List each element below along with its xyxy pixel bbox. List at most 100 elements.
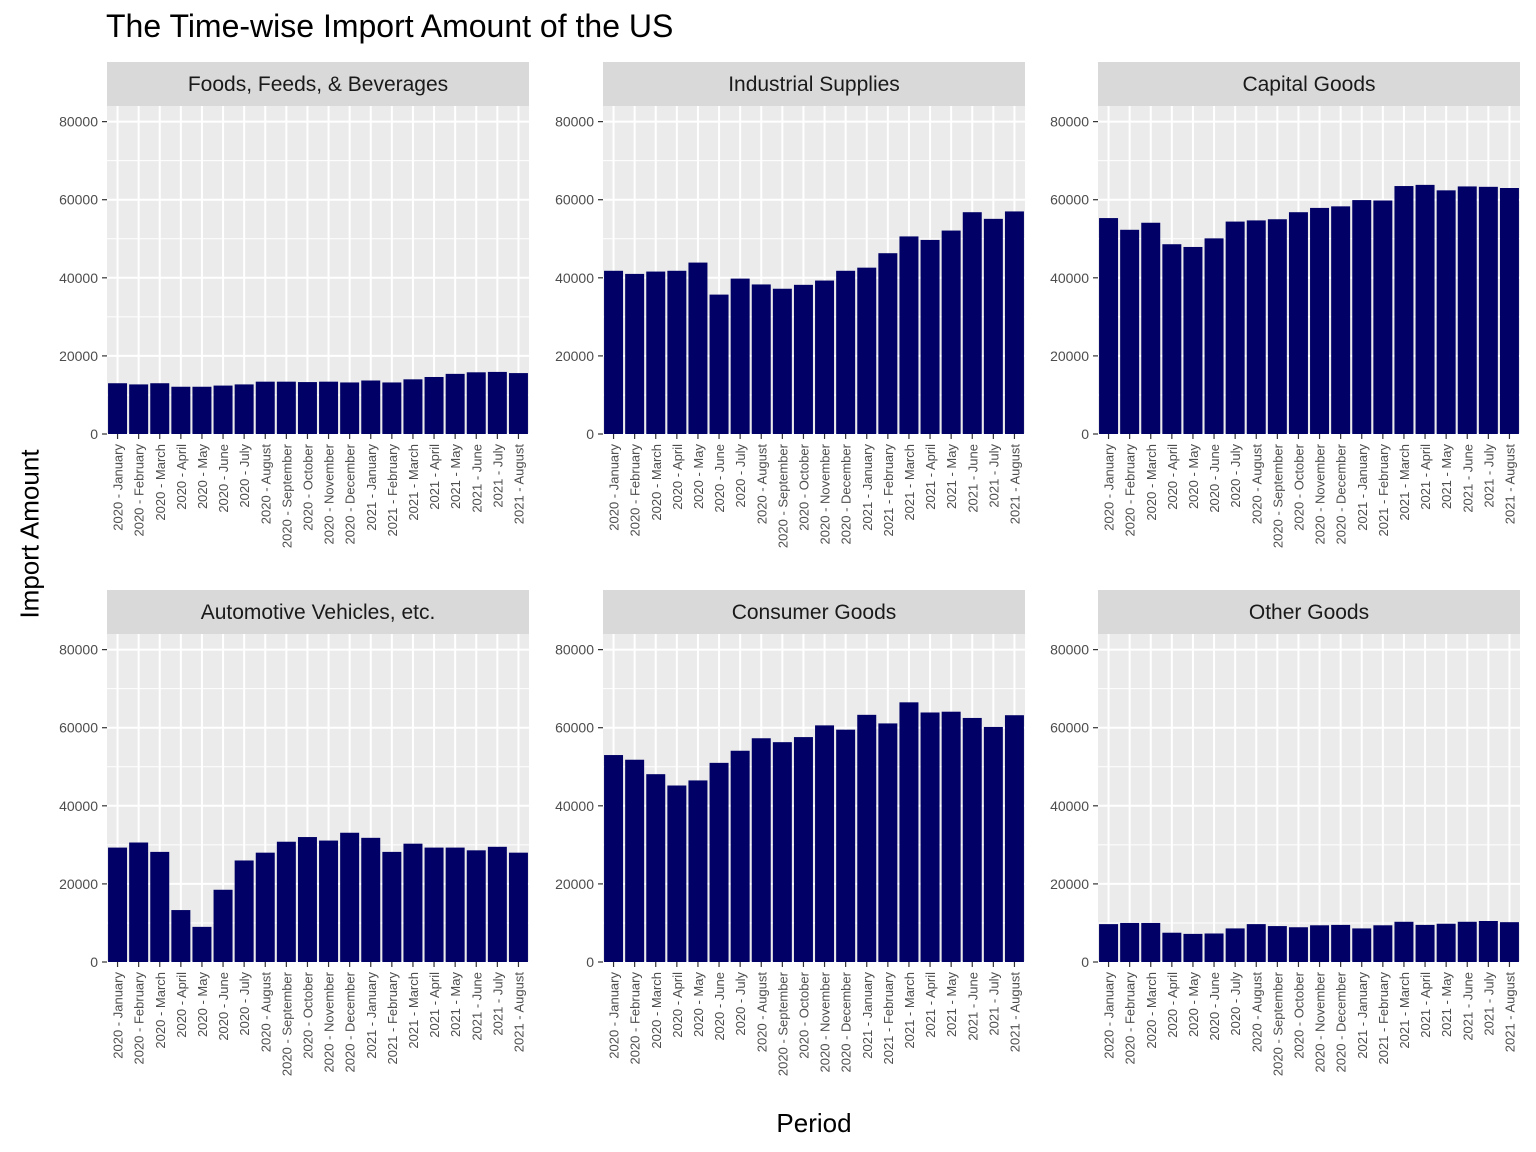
x-tick-label: 2020 - December <box>1334 443 1349 544</box>
bar <box>1478 921 1498 962</box>
bar <box>1141 222 1161 434</box>
bar <box>129 842 149 962</box>
x-tick-label: 2021 - April <box>427 972 442 1038</box>
bar <box>983 218 1003 434</box>
panel-title: Industrial Supplies <box>728 73 900 96</box>
bar <box>466 850 486 962</box>
bar <box>625 273 645 434</box>
x-tick-label: 2020 - December <box>343 443 358 544</box>
x-tick-label: 2021 - January <box>364 972 379 1059</box>
y-tick-label: 40000 <box>1050 798 1089 814</box>
bar <box>1204 238 1224 434</box>
x-tick-label: 2020 - September <box>775 971 790 1076</box>
y-tick-label: 80000 <box>59 642 98 658</box>
panel-3: 0 20000 40000 60000 80000 Capital Goods 2020 -… <box>1050 62 1520 548</box>
x-tick-label: 2020 - November <box>1313 971 1328 1072</box>
x-tick-label: 2020 - June <box>216 444 231 513</box>
y-tick-label: 20000 <box>555 876 594 892</box>
bar <box>192 386 212 434</box>
panel-title: Automotive Vehicles, etc. <box>201 601 436 624</box>
bar <box>382 851 402 962</box>
bar <box>234 860 254 962</box>
panel-title: Capital Goods <box>1242 73 1375 96</box>
panel-strip <box>1098 590 1520 634</box>
bar <box>508 852 528 962</box>
x-tick-label: 2021 - February <box>1376 444 1391 537</box>
panel-strip <box>107 62 529 106</box>
panel-title: Other Goods <box>1249 601 1369 624</box>
x-tick-label: 2020 - July <box>237 972 252 1036</box>
bar <box>1331 206 1351 434</box>
x-tick-label: 2020 - May <box>1186 444 1201 510</box>
bar <box>751 284 771 434</box>
y-tick-label: 20000 <box>1050 348 1089 364</box>
x-tick-label: 2020 - January <box>1102 972 1117 1059</box>
bar <box>962 717 982 962</box>
y-tick-label: 80000 <box>555 642 594 658</box>
bar <box>1499 922 1519 962</box>
x-tick-label: 2020 - July <box>237 444 252 508</box>
bar <box>108 847 128 962</box>
bar <box>667 785 687 962</box>
bar <box>192 926 212 962</box>
x-tick-label: 2021 - July <box>490 444 505 508</box>
bar <box>878 723 898 962</box>
bar <box>361 837 381 962</box>
x-tick-label: 2020 - October <box>796 443 811 530</box>
y-tick-label: 40000 <box>555 798 594 814</box>
x-tick-label: 2020 - November <box>322 443 337 544</box>
bar <box>1246 220 1266 434</box>
bar <box>1004 211 1024 434</box>
x-tick-label: 2021 - January <box>860 444 875 531</box>
x-tick-label: 2020 - November <box>322 971 337 1072</box>
x-tick-label: 2021 - May <box>944 444 959 510</box>
y-tick-label: 20000 <box>59 348 98 364</box>
bar <box>772 288 792 434</box>
bar <box>1225 928 1245 962</box>
y-tick-label: 40000 <box>59 798 98 814</box>
bar <box>1352 928 1372 962</box>
x-tick-label: 2020 - May <box>691 972 706 1038</box>
bar <box>1225 221 1245 434</box>
x-tick-label: 2021 - April <box>923 972 938 1038</box>
x-tick-label: 2020 - January <box>1102 444 1117 531</box>
y-tick-label: 20000 <box>59 876 98 892</box>
bar <box>836 729 856 962</box>
x-tick-label: 2020 - March <box>153 972 168 1049</box>
bar <box>171 386 191 434</box>
bar <box>213 889 233 962</box>
bar <box>815 725 835 962</box>
x-tick-label: 2020 - September <box>1270 971 1285 1076</box>
bar <box>962 212 982 434</box>
panel-background <box>1098 106 1520 434</box>
bar <box>857 714 877 962</box>
bar <box>1436 923 1456 962</box>
bar <box>1183 246 1203 434</box>
x-tick-label: 2020 - March <box>649 444 664 521</box>
bar <box>1141 922 1161 962</box>
bar <box>424 376 444 434</box>
bar <box>445 847 465 962</box>
x-tick-label: 2021 - May <box>448 444 463 510</box>
bar <box>1288 927 1308 962</box>
y-tick-label: 80000 <box>1050 642 1089 658</box>
x-tick-label: 2020 - October <box>1291 443 1306 530</box>
x-tick-label: 2020 - March <box>153 444 168 521</box>
panel-6: 0 20000 40000 60000 80000 Other Goods 2020 - J… <box>1050 590 1520 1076</box>
bar <box>1288 212 1308 434</box>
x-tick-label: 2020 - April <box>1165 444 1180 510</box>
bar <box>1310 207 1330 434</box>
x-tick-label: 2021 - August <box>1007 444 1022 525</box>
panel-title: Consumer Goods <box>732 601 897 624</box>
x-tick-label: 2021 - March <box>406 444 421 521</box>
panel-4: 0 20000 40000 60000 80000 Automotive Vehicles… <box>59 590 529 1076</box>
bar <box>941 711 961 962</box>
panel-strip <box>107 590 529 634</box>
bar <box>709 762 729 962</box>
x-tick-label: 2020 - January <box>607 972 622 1059</box>
bar <box>150 383 170 434</box>
bar <box>1099 218 1119 434</box>
bar <box>625 759 645 962</box>
x-tick-label: 2020 - February <box>628 972 643 1065</box>
y-tick-label: 40000 <box>59 270 98 286</box>
